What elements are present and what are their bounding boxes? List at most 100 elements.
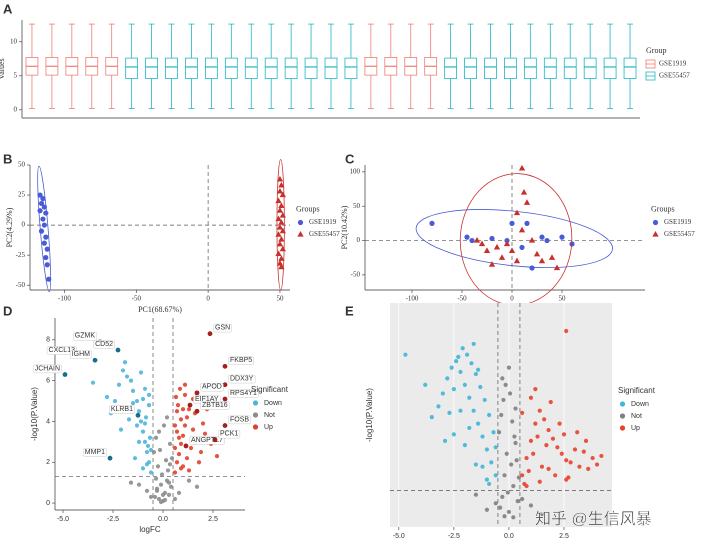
- point: [186, 478, 192, 483]
- point: [142, 439, 148, 444]
- point: [511, 515, 516, 520]
- x-axis-label: PC1(68.67%): [138, 305, 182, 314]
- point: [544, 443, 549, 448]
- box: [344, 57, 358, 79]
- point: [164, 415, 170, 420]
- box: [185, 57, 198, 79]
- y-tick-label: 50: [353, 202, 361, 210]
- point: [158, 482, 164, 487]
- point: [112, 398, 118, 404]
- point: [506, 365, 512, 370]
- point: [546, 466, 551, 471]
- x-tick-label: 50: [559, 295, 567, 303]
- point: [161, 423, 167, 428]
- box: [125, 57, 139, 79]
- point: [176, 435, 182, 440]
- point: [539, 464, 545, 469]
- point: [542, 417, 547, 422]
- point: [537, 408, 542, 413]
- point: [451, 387, 456, 392]
- point: [278, 202, 285, 208]
- y-tick-label: 0: [357, 236, 361, 244]
- point: [165, 468, 171, 473]
- point: [505, 490, 510, 495]
- gene-label-box: [218, 429, 241, 439]
- point: [529, 265, 535, 271]
- point: [442, 438, 448, 443]
- y-tick-label: 100: [350, 167, 361, 175]
- point: [594, 462, 600, 467]
- point: [173, 394, 179, 400]
- x-tick-label: 0.0: [504, 533, 514, 540]
- box: [504, 57, 517, 79]
- point: [473, 371, 478, 377]
- point: [148, 470, 154, 475]
- box: [145, 57, 158, 79]
- point: [484, 447, 490, 452]
- point: [531, 451, 536, 456]
- y-tick-label: -50: [351, 270, 361, 278]
- point: [136, 439, 142, 444]
- point: [491, 430, 496, 435]
- point: [175, 403, 181, 408]
- panel: A 0 5 10 Values Group GSE1919 GSE55457: [0, 1, 690, 119]
- x-tick-label: -2.5: [448, 533, 460, 540]
- labeled-point: [194, 390, 200, 396]
- point: [167, 462, 173, 467]
- legend-swatch: [252, 400, 259, 406]
- point: [487, 481, 492, 487]
- point: [169, 456, 175, 461]
- point: [276, 240, 284, 247]
- point: [473, 462, 478, 467]
- point: [275, 197, 282, 204]
- point: [503, 382, 508, 387]
- point: [180, 433, 186, 438]
- point: [154, 486, 160, 491]
- point: [214, 454, 220, 459]
- x-tick-label: 0: [510, 295, 514, 303]
- point: [148, 447, 154, 453]
- point: [186, 407, 192, 412]
- y-tick-label: 0: [46, 500, 50, 507]
- point: [528, 395, 534, 400]
- gene-label: JCHAIN: [35, 365, 60, 372]
- x-axis-label: logFC: [139, 525, 161, 534]
- gene-label: GSN: [215, 325, 230, 332]
- point: [462, 443, 467, 448]
- gene-label: MMP1: [85, 449, 105, 456]
- gene-label-box: [228, 356, 254, 365]
- point: [557, 421, 562, 426]
- point: [453, 359, 459, 364]
- point: [134, 423, 140, 428]
- x-tick-label: 2.5: [208, 516, 218, 523]
- point: [174, 460, 180, 465]
- point: [451, 432, 456, 437]
- gene-label-box: [33, 364, 62, 374]
- labeled-point: [222, 396, 228, 402]
- point: [151, 449, 157, 455]
- point: [423, 382, 428, 387]
- panel-letter: A: [3, 1, 13, 16]
- point: [503, 240, 511, 247]
- point: [559, 451, 564, 456]
- point: [488, 261, 496, 267]
- point: [174, 429, 180, 434]
- point: [509, 220, 515, 226]
- point: [38, 228, 45, 234]
- point: [478, 384, 483, 390]
- point: [172, 423, 178, 428]
- point: [138, 370, 144, 375]
- point: [572, 447, 578, 452]
- point: [478, 240, 486, 247]
- y-tick-label: 5: [14, 71, 18, 79]
- point: [276, 175, 284, 182]
- point: [533, 387, 538, 392]
- legend-label: Up: [264, 424, 273, 431]
- point: [184, 415, 190, 420]
- point: [469, 237, 475, 244]
- legend-title: Significant: [618, 386, 656, 395]
- labeled-point: [92, 357, 98, 363]
- gene-label-box: [200, 401, 230, 410]
- point: [489, 235, 495, 242]
- x-tick-label: -50: [457, 295, 467, 303]
